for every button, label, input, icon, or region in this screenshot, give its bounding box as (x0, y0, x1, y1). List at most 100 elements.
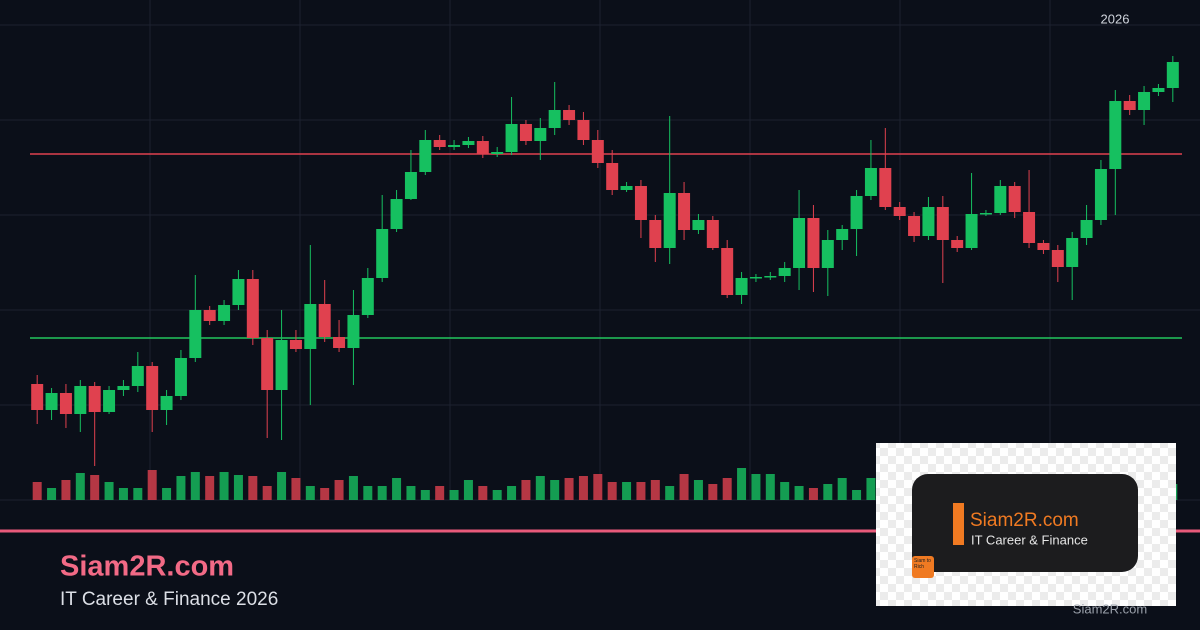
volume-bar (406, 486, 416, 500)
candle-body (131, 366, 144, 386)
candle-body (548, 110, 561, 128)
volume-bar (262, 486, 272, 500)
candle-body (146, 366, 159, 410)
candle-body (174, 358, 187, 396)
candle-body (491, 152, 504, 154)
candle-body (850, 196, 863, 229)
volume-bar (636, 482, 646, 500)
volume-bar (564, 478, 574, 500)
candle-body (965, 214, 978, 248)
volume-bar (866, 478, 876, 500)
watermark: Siam2R.com (1073, 601, 1147, 616)
volume-bar (751, 474, 761, 500)
volume-bar (190, 472, 200, 500)
candle-body (663, 193, 676, 248)
candle-body (1080, 220, 1093, 238)
candle-body (505, 124, 518, 152)
volume-bar (463, 480, 473, 500)
candle-body (807, 218, 820, 268)
volume-bar (348, 476, 358, 500)
candle-body (634, 186, 647, 220)
candle-body (390, 199, 403, 229)
candle-body (534, 128, 547, 141)
candle-body (591, 140, 604, 163)
logo-bar (953, 503, 964, 545)
volume-bar (737, 468, 747, 500)
volume-bar (722, 478, 732, 500)
candle-body (1123, 101, 1136, 110)
volume-bar (392, 478, 402, 500)
volume-bar (334, 480, 344, 500)
logo-tagline: IT Career & Finance (971, 532, 1088, 547)
volume-bar (176, 476, 186, 500)
candle-body (74, 386, 87, 414)
logo-card (912, 474, 1138, 572)
volume-bar (607, 482, 617, 500)
candle-body (476, 141, 489, 154)
candle-body (45, 393, 58, 410)
candle-body (117, 386, 130, 390)
volume-bar (133, 488, 143, 500)
logo: Siam2R.com IT Career & Finance Siam to R… (876, 443, 1176, 606)
volume-bar (808, 488, 818, 500)
candle-body (1152, 88, 1165, 92)
candle-body (462, 141, 475, 145)
candle-body (879, 168, 892, 207)
volume-bar (305, 486, 315, 500)
candle-body (778, 268, 791, 276)
volume-bar (550, 480, 560, 500)
candle-body (908, 216, 921, 236)
candle-body (864, 168, 877, 196)
candle-body (749, 277, 762, 279)
volume-bar (823, 484, 833, 500)
volume-bar (794, 486, 804, 500)
volume-bar (765, 474, 775, 500)
candle-body (1166, 62, 1179, 88)
candle-body (419, 140, 432, 172)
volume-bar (578, 476, 588, 500)
volume-bar (219, 472, 229, 500)
candle-body (979, 213, 992, 215)
volume-bar (205, 476, 215, 500)
logo-icon (912, 556, 934, 578)
candle-body (994, 186, 1007, 213)
volume-bar (693, 480, 703, 500)
candle-body (376, 229, 389, 278)
candle-body (1138, 92, 1151, 110)
candle-body (318, 304, 331, 337)
volume-bar (492, 490, 502, 500)
volume-bar (248, 476, 258, 500)
volume-bar (665, 486, 675, 500)
candle-body (189, 310, 202, 358)
volume-bar (420, 490, 430, 500)
candle-body (433, 140, 446, 147)
volume-bar (320, 488, 330, 500)
volume-bar (622, 482, 632, 500)
volume-bar (679, 474, 689, 500)
candle-body (261, 338, 274, 390)
candle-body (563, 110, 576, 120)
candle-body (59, 393, 72, 414)
candle-body (692, 220, 705, 230)
candle-body (678, 193, 691, 230)
candle-body (1066, 238, 1079, 267)
volume-bar (708, 484, 718, 500)
volume-bar (147, 470, 157, 500)
candle-body (936, 207, 949, 240)
volume-bar (377, 486, 387, 500)
volume-bar (780, 482, 790, 500)
volume-bar (521, 480, 531, 500)
candle-body (31, 384, 44, 410)
candle-body (922, 207, 935, 236)
tagline: IT Career & Finance 2026 (60, 589, 278, 610)
candle-body (519, 124, 532, 141)
candle-body (275, 340, 288, 390)
candle-body (649, 220, 662, 248)
candle-body (606, 163, 619, 190)
candle-body (951, 240, 964, 248)
candle-body (1051, 250, 1064, 267)
candle-body (836, 229, 849, 240)
volume-bar (104, 482, 114, 500)
